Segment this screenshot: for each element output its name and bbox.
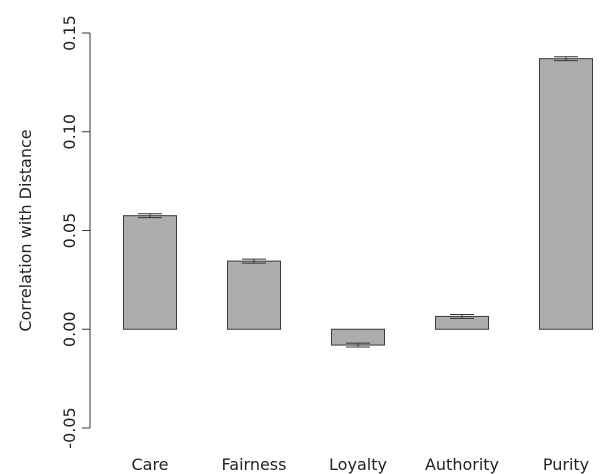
bar-care <box>123 215 177 330</box>
y-axis: -0.05 0.00 0.05 0.10 0.15 <box>60 15 91 449</box>
x-tick-label: Care <box>131 455 168 474</box>
bar-purity <box>539 58 593 330</box>
y-axis-label: Correlation with Distance <box>16 129 35 331</box>
y-tick-label: 0.15 <box>60 15 79 51</box>
bars <box>123 56 593 348</box>
x-tick-label: Purity <box>543 455 589 474</box>
y-tick-label: 0.05 <box>60 213 79 249</box>
y-tick-label: 0.00 <box>60 311 79 347</box>
y-tick-label: 0.10 <box>60 114 79 150</box>
bar-fairness <box>227 260 281 330</box>
x-tick-label: Loyalty <box>329 455 387 474</box>
x-tick-label: Authority <box>425 455 499 474</box>
x-axis-labels: Care Fairness Loyalty Authority Purity <box>131 455 589 474</box>
y-tick-label: -0.05 <box>60 407 79 448</box>
x-tick-label: Fairness <box>222 455 287 474</box>
